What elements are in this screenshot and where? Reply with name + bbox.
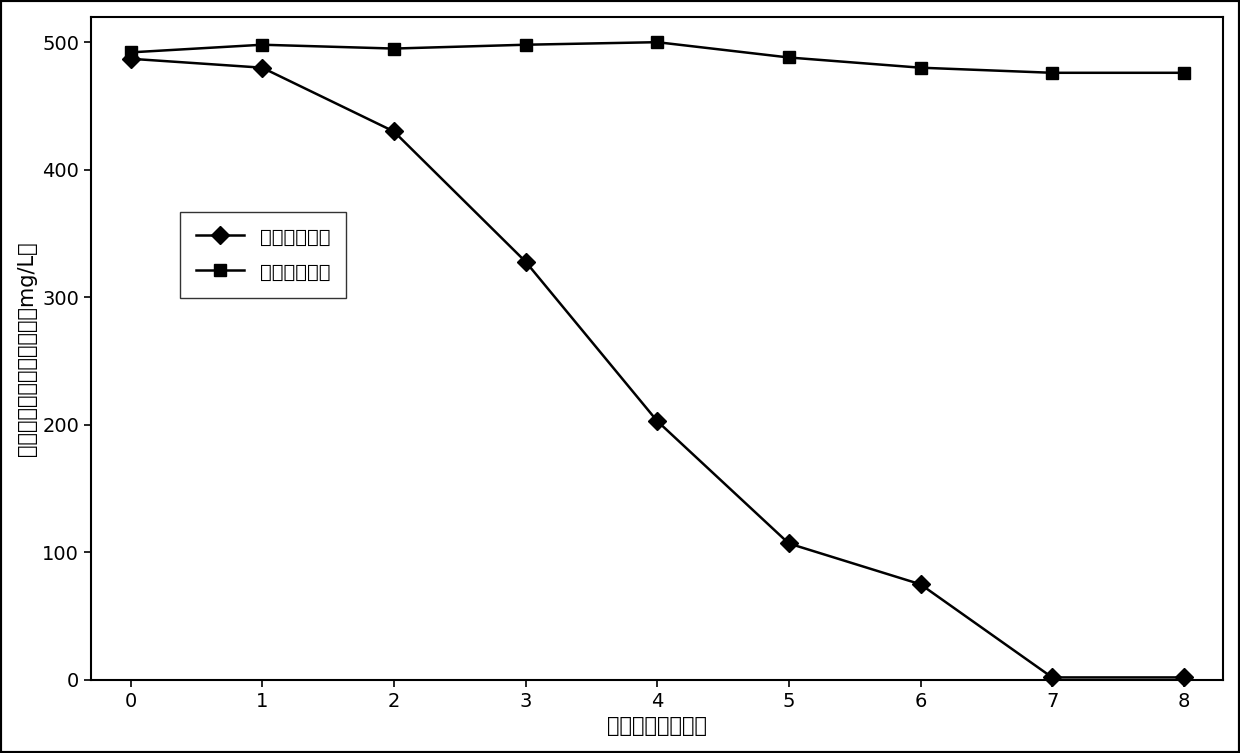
未进化小球藻 (123, 48, 138, 57)
未进化小球藻 (387, 44, 402, 53)
进化后小球藻 (254, 63, 269, 72)
进化后小球藻 (123, 54, 138, 63)
Line: 未进化小球藻: 未进化小球藻 (124, 36, 1190, 79)
进化后小球藻 (518, 257, 533, 266)
进化后小球藻 (913, 580, 928, 589)
进化后小球藻 (1045, 673, 1060, 682)
Legend: 进化后小球藻, 未进化小球藻: 进化后小球藻, 未进化小球藻 (180, 212, 346, 297)
X-axis label: 培养时间（天数）: 培养时间（天数） (608, 716, 707, 736)
进化后小球藻 (387, 127, 402, 136)
未进化小球藻 (1045, 69, 1060, 78)
未进化小球藻 (913, 63, 928, 72)
未进化小球藻 (781, 53, 796, 62)
未进化小球藻 (1177, 69, 1192, 78)
未进化小球藻 (518, 40, 533, 49)
未进化小球藻 (650, 38, 665, 47)
Y-axis label: 培养液中剩余的苯酚浓度（mg/L）: 培养液中剩余的苯酚浓度（mg/L） (16, 241, 37, 456)
Line: 进化后小球藻: 进化后小球藻 (124, 53, 1190, 684)
进化后小球藻 (1177, 673, 1192, 682)
进化后小球藻 (650, 416, 665, 425)
进化后小球藻 (781, 539, 796, 548)
未进化小球藻 (254, 40, 269, 49)
